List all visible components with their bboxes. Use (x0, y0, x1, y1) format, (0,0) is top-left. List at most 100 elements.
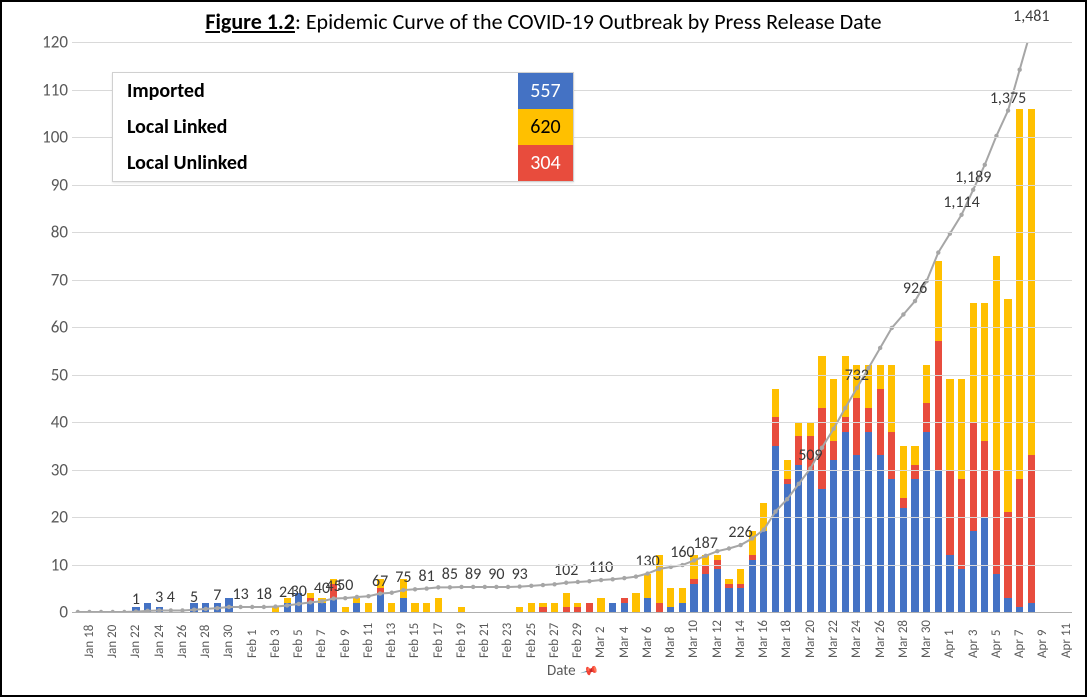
bar-seg-imported (1016, 607, 1023, 612)
bar-seg-local-linked (342, 607, 349, 612)
bar-seg-local-linked (830, 379, 837, 441)
bar-seg-imported (667, 607, 674, 612)
stacked-bar (435, 598, 442, 612)
bar-seg-local-unlinked (946, 470, 953, 556)
bar-seg-local-linked (900, 446, 907, 498)
bar-seg-local-linked (644, 574, 651, 598)
bar-seg-local-unlinked (702, 565, 709, 575)
bar-seg-local-linked (702, 555, 709, 565)
stacked-bar (725, 579, 732, 612)
stacked-bar (609, 603, 616, 613)
stacked-bar (597, 598, 604, 612)
bar-seg-local-linked (667, 588, 674, 607)
bar-seg-local-linked (911, 446, 918, 465)
stacked-bar (842, 356, 849, 613)
stacked-bar (353, 598, 360, 612)
bar-seg-imported (609, 603, 616, 613)
bar-seg-imported (307, 603, 314, 613)
bar-seg-imported (993, 574, 1000, 612)
legend-value: 620 (518, 109, 573, 145)
bar-seg-local-linked (597, 598, 604, 612)
stacked-bar (621, 598, 628, 612)
bar-seg-local-linked (877, 365, 884, 389)
bar-seg-imported (935, 470, 942, 613)
bar-seg-imported (795, 465, 802, 612)
legend-row: Imported557 (113, 73, 573, 109)
y-tick-label: 0 (34, 602, 68, 623)
bar-seg-local-linked (365, 603, 372, 613)
stacked-bar (679, 588, 686, 612)
bar-seg-local-linked (423, 603, 430, 613)
bar-seg-local-linked (458, 607, 465, 612)
cumulative-value-label: 4 (167, 588, 175, 607)
stacked-bar (853, 365, 860, 612)
stacked-bar (563, 593, 570, 612)
bar-seg-local-linked (923, 365, 930, 403)
stacked-bar (935, 261, 942, 613)
legend-value: 304 (518, 145, 573, 181)
stacked-bar (516, 607, 523, 612)
cumulative-value-label: 926 (903, 279, 927, 298)
cumulative-value-label: 67 (372, 572, 388, 591)
legend-label: Imported (113, 79, 518, 103)
bar-seg-imported (830, 460, 837, 612)
bar-seg-imported (737, 588, 744, 612)
stacked-bar (830, 379, 837, 612)
stacked-bar (365, 603, 372, 613)
stacked-bar (586, 603, 593, 613)
bar-seg-local-unlinked (923, 403, 930, 432)
bar-seg-imported (202, 603, 209, 613)
cumulative-value-label: 1,114 (943, 193, 979, 212)
bar-seg-local-linked (435, 598, 442, 612)
bar-seg-imported (621, 603, 628, 613)
cumulative-value-label: 89 (465, 565, 481, 584)
bar-seg-imported (853, 455, 860, 612)
bar-seg-imported (284, 603, 291, 613)
bar-seg-local-unlinked (888, 432, 895, 480)
stacked-bar (551, 603, 558, 613)
legend-value: 557 (518, 73, 573, 109)
bar-seg-imported (725, 588, 732, 612)
stacked-bar (911, 446, 918, 612)
bar-seg-imported (690, 584, 697, 613)
cumulative-value-label: 160 (670, 543, 694, 562)
stacked-bar (423, 603, 430, 613)
bar-seg-local-linked (772, 389, 779, 418)
stacked-bar (574, 603, 581, 613)
cumulative-value-label: 732 (845, 366, 869, 385)
bar-seg-imported (330, 598, 337, 612)
bar-seg-local-linked (935, 261, 942, 342)
gridline (72, 42, 1072, 43)
cumulative-value-label: 1 (132, 590, 140, 609)
bar-seg-imported (865, 432, 872, 613)
stacked-bar (411, 603, 418, 613)
stacked-bar (458, 607, 465, 612)
gridline (72, 517, 1072, 518)
bar-seg-imported (353, 603, 360, 613)
stacked-bar (923, 365, 930, 612)
bar-seg-imported (911, 479, 918, 612)
bar-seg-imported (714, 569, 721, 612)
stacked-bar (632, 593, 639, 612)
bar-seg-local-linked (818, 356, 825, 408)
bar-seg-local-linked (981, 303, 988, 441)
stacked-bar (993, 256, 1000, 612)
bar-seg-imported (749, 560, 756, 612)
stacked-bar (144, 603, 151, 613)
bar-seg-local-unlinked (970, 422, 977, 531)
cumulative-value-label: 75 (395, 568, 411, 587)
stacked-bar (818, 356, 825, 613)
cumulative-value-label: 90 (488, 565, 504, 584)
stacked-bar (528, 603, 535, 613)
bar-seg-local-unlinked (865, 408, 872, 432)
bar-seg-local-linked (528, 603, 535, 613)
legend-label: Local Linked (113, 115, 518, 139)
bar-seg-local-unlinked (656, 603, 663, 613)
gridline (72, 565, 1072, 566)
bar-seg-imported (644, 598, 651, 612)
bar-seg-local-unlinked (1016, 479, 1023, 607)
y-tick-label: 90 (34, 174, 68, 195)
stacked-bar (202, 603, 209, 613)
bar-seg-imported (877, 455, 884, 612)
bar-seg-local-linked (551, 603, 558, 613)
